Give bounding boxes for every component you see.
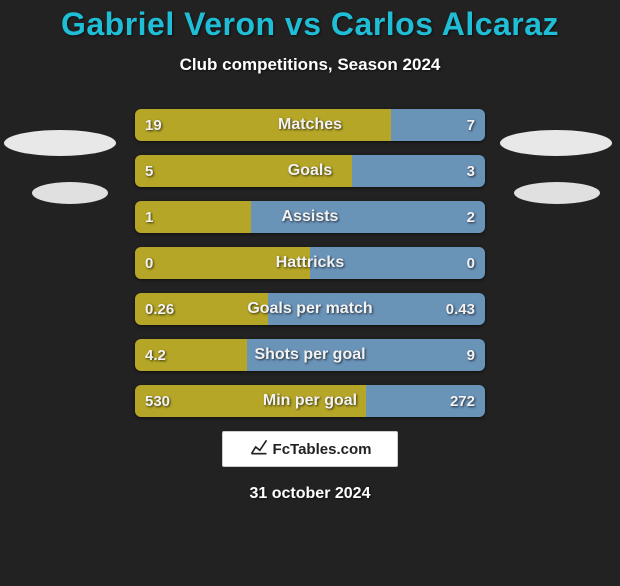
decor-ellipse-tr — [500, 130, 612, 156]
comparison-bars: Matches197 Goals53 Assists12 Hattricks00 Goa… — [135, 109, 485, 417]
bar-row: Matches197 — [135, 109, 485, 141]
attribution-badge: FcTables.com — [222, 431, 398, 467]
date-label: 31 october 2024 — [0, 485, 620, 503]
bar-right-fill — [310, 247, 485, 279]
chart-icon — [249, 437, 269, 461]
bar-right-fill — [251, 201, 486, 233]
bar-row: Assists12 — [135, 201, 485, 233]
bar-left-fill — [135, 293, 268, 325]
bar-left-fill — [135, 201, 251, 233]
attribution-text: FcTables.com — [273, 441, 372, 458]
bar-right-fill — [268, 293, 485, 325]
bar-row: Hattricks00 — [135, 247, 485, 279]
bar-row: Goals53 — [135, 155, 485, 187]
subtitle: Club competitions, Season 2024 — [0, 55, 620, 75]
bar-left-fill — [135, 385, 366, 417]
decor-ellipse-bl — [32, 182, 108, 204]
bar-right-fill — [352, 155, 485, 187]
bar-right-fill — [391, 109, 486, 141]
bar-row: Goals per match0.260.43 — [135, 293, 485, 325]
bar-row: Min per goal530272 — [135, 385, 485, 417]
bar-left-fill — [135, 109, 391, 141]
bar-left-fill — [135, 247, 310, 279]
bar-row: Shots per goal4.29 — [135, 339, 485, 371]
decor-ellipse-br — [514, 182, 600, 204]
bar-left-fill — [135, 339, 247, 371]
page-title: Gabriel Veron vs Carlos Alcaraz — [0, 6, 620, 43]
bar-left-fill — [135, 155, 352, 187]
bar-right-fill — [247, 339, 485, 371]
decor-ellipse-tl — [4, 130, 116, 156]
bar-right-fill — [366, 385, 485, 417]
